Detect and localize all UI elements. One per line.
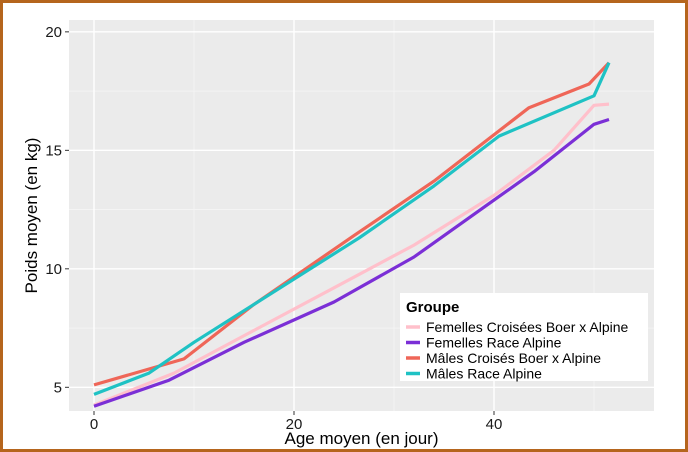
y-axis-ticks: 5 10 15 20	[45, 24, 69, 396]
series-line-3	[93, 61, 611, 387]
legend-items: Femelles Croisées Boer x AlpineFemelles …	[406, 319, 629, 382]
grid-lines	[69, 20, 654, 411]
legend-title: Groupe	[406, 299, 459, 316]
legend-label: Mâles Race Alpine	[426, 366, 542, 382]
x-tick-label: 20	[286, 416, 303, 433]
series-line-1	[93, 102, 610, 407]
legend-background	[400, 293, 648, 381]
y-tick-label: 5	[54, 379, 62, 396]
y-tick-label: 20	[45, 24, 62, 41]
line-chart: 5 10 15 20 0 20 40 Age moyen (en jour) Poids …	[22, 20, 654, 448]
series-lines	[93, 61, 611, 408]
legend-label: Femelles Race Alpine	[426, 335, 562, 351]
legend: Groupe Femelles Croisées Boer x AlpineFe…	[400, 293, 648, 382]
x-tick-label: 40	[486, 416, 503, 433]
legend-label: Mâles Croisés Boer x Alpine	[426, 350, 601, 366]
x-axis-ticks: 0 20 40	[90, 411, 503, 433]
x-tick-label: 0	[90, 416, 98, 433]
legend-label: Femelles Croisées Boer x Alpine	[426, 319, 629, 335]
y-axis-title: Poids moyen (en kg)	[22, 138, 41, 294]
y-tick-label: 15	[45, 142, 62, 159]
x-axis-title: Age moyen (en jour)	[284, 429, 438, 448]
series-line-4	[93, 62, 611, 396]
y-tick-label: 10	[45, 261, 62, 278]
series-line-2	[93, 117, 610, 408]
